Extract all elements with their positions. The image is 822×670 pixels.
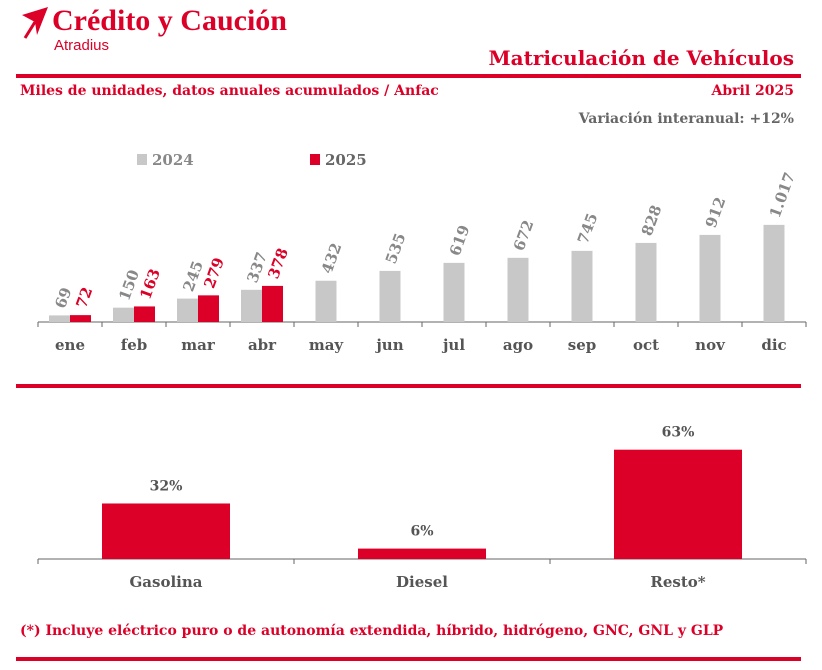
report-title: Matriculación de Vehículos	[488, 46, 795, 70]
bar-2025-ene	[70, 315, 91, 322]
bar-2024-dic	[763, 224, 785, 322]
x-tick-label-gasolina: Gasolina	[129, 573, 202, 591]
bar-2024-feb	[113, 307, 134, 322]
bar-2024-abr	[241, 289, 262, 322]
x-tick-label-diesel: Diesel	[396, 573, 448, 591]
report-date: Abril 2025	[711, 83, 794, 99]
atradius-logo-icon	[22, 7, 48, 39]
x-tick-label-oct: oct	[633, 336, 659, 354]
x-tick-label-mar: mar	[181, 336, 216, 354]
data-label-2024-feb: 150	[115, 267, 143, 303]
bar-2024-jun	[379, 270, 401, 322]
bar-2024-jul	[443, 262, 465, 322]
data-label-resto: 63%	[662, 425, 695, 441]
bar-2024-ago	[507, 257, 529, 322]
x-tick-label-ene: ene	[55, 336, 85, 354]
bar-2025-mar	[198, 295, 219, 322]
x-tick-label-jun: jun	[374, 336, 403, 354]
bar-diesel	[358, 548, 486, 559]
data-label-diesel: 6%	[410, 524, 433, 540]
data-label-2025-mar: 279	[200, 255, 228, 291]
data-label-2024-ago: 672	[510, 218, 538, 254]
x-tick-label-ago: ago	[503, 336, 533, 354]
data-label-2024-oct: 828	[638, 203, 666, 239]
x-tick-label-may: may	[309, 336, 345, 354]
bar-2024-nov	[699, 234, 721, 322]
x-tick-label-abr: abr	[248, 336, 277, 354]
monthly-registrations-chart: 2024 20256972ene150163feb245279mar337378a…	[37, 151, 807, 354]
bar-2025-feb	[134, 306, 155, 322]
bar-2024-mar	[177, 298, 198, 322]
legend-label-2024: 2024	[152, 151, 194, 169]
data-label-gasolina: 32%	[150, 478, 183, 494]
legend-swatch-2025	[310, 154, 320, 165]
fuel-share-chart: 32% Gasolina 6% Diesel 63% Resto*	[37, 425, 807, 591]
x-tick-label-feb: feb	[121, 336, 147, 354]
data-label-2024-jul: 619	[446, 223, 474, 259]
section-rule	[16, 384, 801, 388]
footer-rule	[16, 657, 801, 661]
chart-subtitle: Miles de unidades, datos anuales acumula…	[20, 83, 439, 99]
data-label-2024-may: 432	[318, 241, 346, 277]
legend-label-2025: 2025	[325, 151, 367, 169]
brand-name: Crédito y Caución	[52, 4, 287, 37]
x-tick-label-resto: Resto*	[650, 573, 705, 591]
bar-2024-oct	[635, 242, 657, 322]
bar-2024-sep	[571, 250, 593, 322]
data-label-2025-abr: 378	[264, 246, 292, 282]
legend-swatch-2024	[137, 154, 147, 165]
data-label-2024-jun: 535	[382, 231, 410, 267]
x-tick-label-dic: dic	[761, 336, 786, 354]
data-label-2024-dic: 1.017	[766, 170, 799, 220]
bar-2024-ene	[49, 315, 70, 322]
footnote: (*) Incluye eléctrico puro o de autonomí…	[20, 623, 724, 639]
bar-gasolina	[102, 503, 230, 559]
bar-resto	[614, 449, 742, 559]
bar-2025-abr	[262, 285, 283, 322]
bar-2024-may	[315, 280, 337, 322]
yoy-variation: Variación interanual: +12%	[578, 111, 794, 127]
data-label-2024-ene: 69	[51, 285, 75, 311]
header-rule	[16, 74, 801, 78]
data-label-2025-ene: 72	[72, 285, 96, 311]
x-tick-label-sep: sep	[568, 336, 596, 354]
x-tick-label-nov: nov	[695, 336, 726, 354]
data-label-2024-nov: 912	[702, 195, 730, 231]
data-label-2024-sep: 745	[574, 211, 602, 247]
data-label-2025-feb: 163	[136, 266, 164, 302]
brand-sub: Atradius	[54, 37, 110, 54]
x-tick-label-jul: jul	[441, 336, 465, 354]
